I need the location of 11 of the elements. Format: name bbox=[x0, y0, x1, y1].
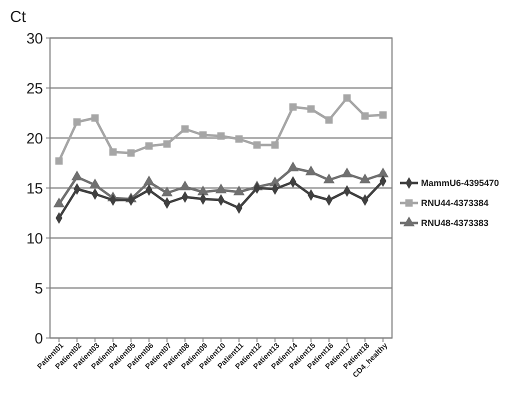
y-tick-label: 25 bbox=[26, 80, 43, 98]
y-axis-title: Ct bbox=[10, 9, 27, 26]
legend-label: MammU6-4395470 bbox=[421, 178, 500, 188]
y-tick-label: 20 bbox=[26, 130, 43, 148]
legend-label: RNU44-4373384 bbox=[421, 198, 489, 208]
y-tick-label: 5 bbox=[34, 280, 43, 298]
legend-label: RNU48-4373383 bbox=[421, 218, 489, 228]
y-tick-label: 0 bbox=[34, 330, 43, 348]
y-tick-label: 30 bbox=[26, 30, 43, 48]
y-tick-label: 15 bbox=[26, 180, 43, 198]
y-tick-label: 10 bbox=[26, 230, 43, 248]
